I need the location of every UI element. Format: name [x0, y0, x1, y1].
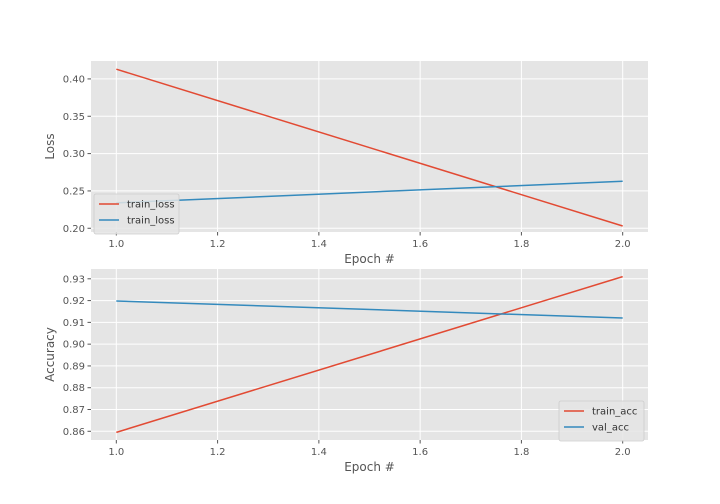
x-axis-label: Epoch #: [344, 252, 395, 266]
x-tick-label: 1.2: [210, 239, 226, 250]
x-tick-label: 1.6: [412, 447, 428, 458]
legend-label: val_acc: [592, 423, 629, 434]
series-line-train-acc: [116, 275, 623, 434]
y-tick-label: 0.30: [63, 149, 85, 160]
legend-label: train_loss: [127, 200, 175, 211]
legend: train_loss train_loss: [93, 193, 180, 235]
y-tick-label: 0.88: [63, 383, 85, 394]
legend: train_acc val_acc: [558, 400, 645, 442]
series-line-val-acc: [116, 300, 623, 319]
y-tick-label: 0.87: [63, 405, 85, 416]
y-tick-label: 0.35: [63, 112, 85, 123]
y-tick-label: 0.86: [63, 427, 85, 438]
y-tick-label: 0.25: [63, 186, 85, 197]
legend-label: train_acc: [592, 407, 637, 418]
loss-chart: 1.0 1.2 1.4 1.6 1.8 2.0 0.20 0.25 0.30 0.35 0.40 Ep…: [43, 61, 648, 266]
y-tick-label: 0.89: [63, 361, 85, 372]
x-tick-label: 2.0: [615, 239, 631, 250]
x-tick-label: 1.0: [108, 239, 124, 250]
y-tick-label: 0.20: [63, 224, 85, 235]
y-axis-label: Accuracy: [43, 327, 57, 382]
y-tick-label: 0.92: [63, 296, 85, 307]
y-tick-label: 0.40: [63, 74, 85, 85]
x-tick-label: 1.8: [513, 447, 529, 458]
x-axis-label: Epoch #: [344, 460, 395, 474]
accuracy-chart: 1.0 1.2 1.4 1.6 1.8 2.0 0.86 0.87 0.88 0.89 0.90 0.…: [43, 269, 648, 474]
y-tick-label: 0.90: [63, 340, 85, 351]
x-tick-label: 1.0: [108, 447, 124, 458]
series-line-train-loss: [116, 68, 623, 227]
x-tick-label: 1.6: [412, 239, 428, 250]
x-tick-label: 1.4: [311, 239, 327, 250]
x-tick-label: 1.2: [210, 447, 226, 458]
series-line-train-loss: [116, 180, 623, 204]
y-tick-label: 0.93: [63, 274, 85, 285]
y-tick-label: 0.91: [63, 318, 85, 329]
y-axis-label: Loss: [43, 133, 57, 159]
legend-label: train_loss: [127, 216, 175, 227]
x-tick-label: 1.4: [311, 447, 327, 458]
x-tick-label: 1.8: [513, 239, 529, 250]
x-tick-label: 2.0: [615, 447, 631, 458]
